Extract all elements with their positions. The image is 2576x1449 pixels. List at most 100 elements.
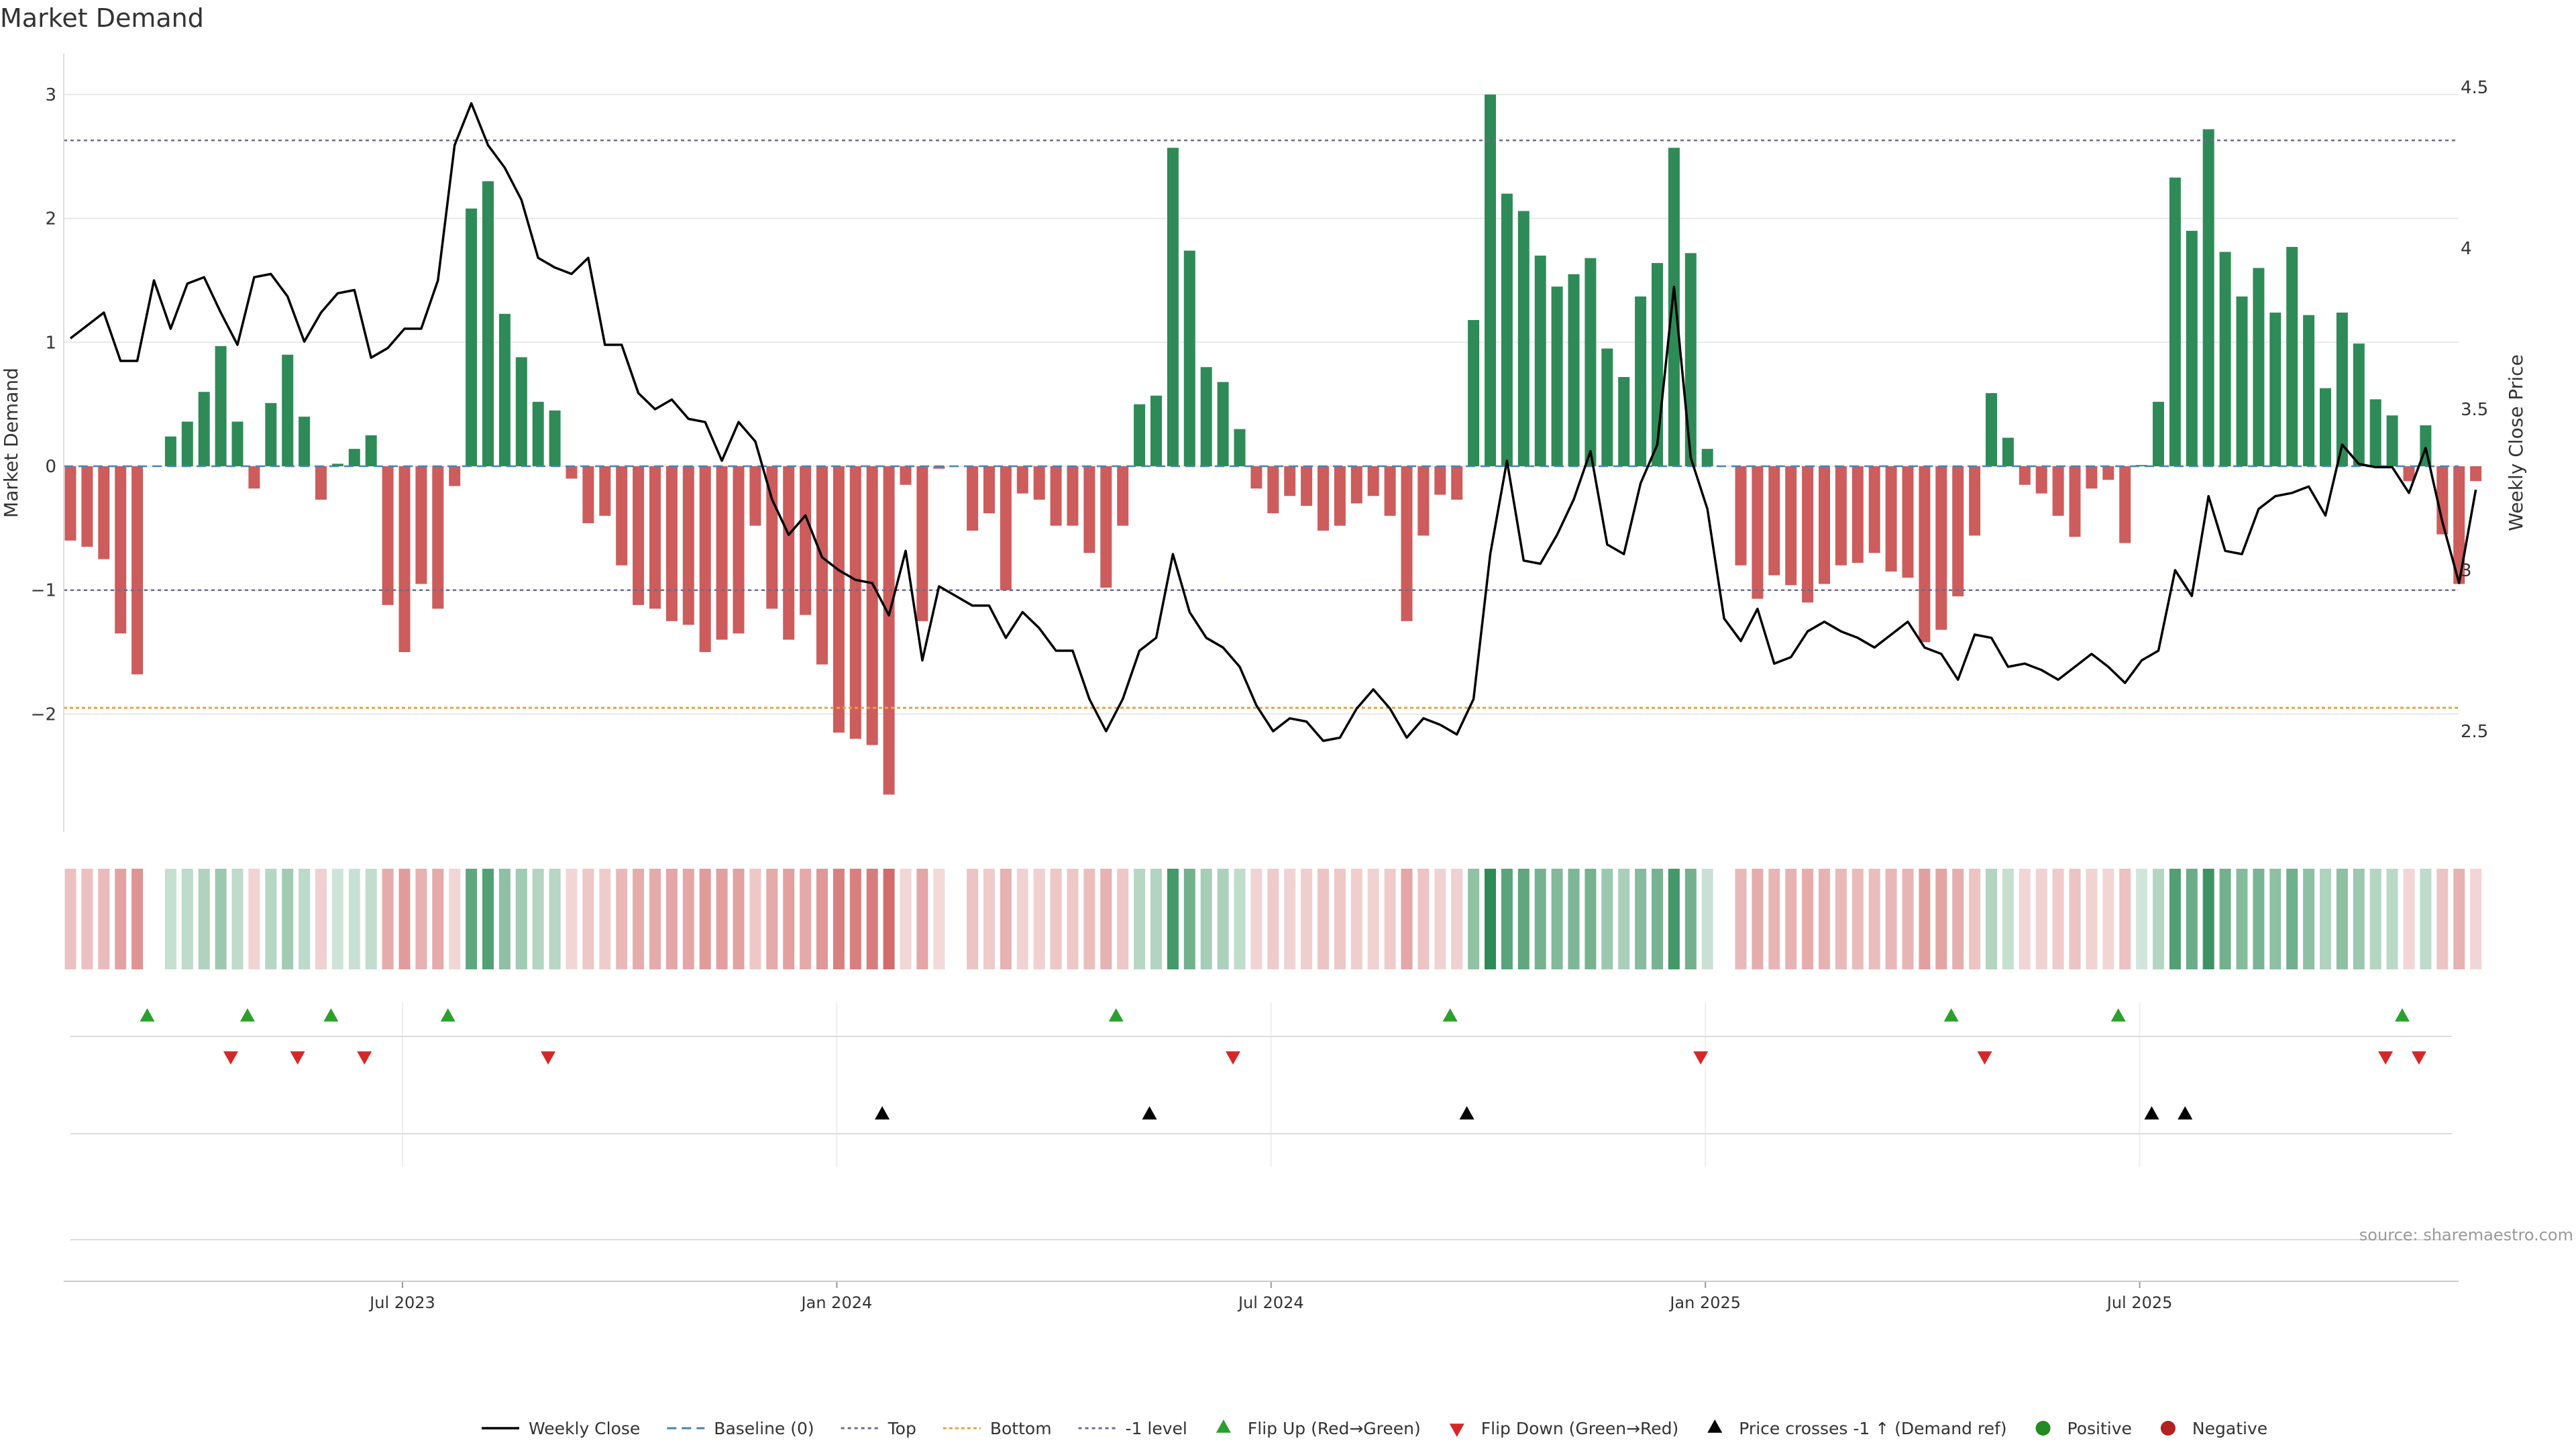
bar-positive xyxy=(164,436,176,466)
bar-negative xyxy=(1885,466,1897,572)
price-cross-marker xyxy=(1142,1106,1157,1120)
bar-negative xyxy=(449,466,461,486)
bar-negative xyxy=(1952,466,1964,596)
bar-positive xyxy=(466,208,478,466)
heat-cell xyxy=(816,869,828,969)
heat-cell xyxy=(64,869,76,969)
bar-positive xyxy=(181,421,193,466)
weekly-close-line xyxy=(69,102,2477,743)
heat-cell xyxy=(1150,869,1162,969)
heat-cell xyxy=(331,869,343,969)
price-cross-marker xyxy=(2144,1106,2159,1120)
bar-positive xyxy=(348,449,360,466)
bar-negative xyxy=(633,466,645,605)
bar-negative xyxy=(866,466,878,745)
y2-tick-label: 4 xyxy=(2461,239,2472,259)
bar-positive xyxy=(1568,274,1580,466)
bar-negative xyxy=(2470,466,2482,482)
heat-cell xyxy=(2386,869,2398,969)
bar-negative xyxy=(115,466,127,634)
heat-cell xyxy=(1134,869,1146,969)
bar-positive xyxy=(1684,253,1697,466)
bar-positive xyxy=(282,354,294,466)
heat-cell xyxy=(1401,869,1413,969)
bar-negative xyxy=(1935,466,1947,630)
bar-negative xyxy=(916,466,928,621)
heat-cell xyxy=(1969,869,1981,969)
heat-cell xyxy=(866,869,878,969)
price-cross-marker xyxy=(875,1106,890,1120)
bar-negative xyxy=(749,466,761,526)
bar-positive xyxy=(2186,231,2198,466)
bar-negative xyxy=(2119,466,2131,543)
heat-cell xyxy=(365,869,377,969)
flip-up-marker xyxy=(440,1008,455,1022)
legend-label: Baseline (0) xyxy=(714,1419,814,1438)
bar-negative xyxy=(616,466,628,566)
bar-negative xyxy=(1016,466,1028,494)
heat-cell xyxy=(1417,869,1430,969)
heat-cell xyxy=(2253,869,2265,969)
bar-negative xyxy=(81,466,93,547)
y-axis-label: Market Demand xyxy=(0,368,22,518)
heat-cell xyxy=(2119,869,2131,969)
bar-negative xyxy=(2453,466,2465,584)
legend-flip-down-swatch xyxy=(1449,1424,1464,1437)
heat-cell xyxy=(2002,869,2014,969)
legend-flip-up-swatch xyxy=(1216,1419,1231,1433)
x-tick-label: Jan 2025 xyxy=(1668,1293,1741,1312)
heat-cell xyxy=(2019,869,2031,969)
bar-negative xyxy=(1835,466,1847,566)
bar-negative xyxy=(800,466,812,615)
bar-negative xyxy=(649,466,661,609)
price-cross-marker xyxy=(2178,1106,2193,1120)
flip-up-marker xyxy=(2110,1008,2126,1022)
bar-positive xyxy=(215,345,227,466)
bar-positive xyxy=(1217,382,1229,466)
heat-cell xyxy=(933,869,945,969)
legend-label: Weekly Close xyxy=(529,1419,640,1438)
heat-cell xyxy=(1217,869,1229,969)
heat-cell xyxy=(231,869,244,969)
heat-cell xyxy=(1635,869,1647,969)
bar-negative xyxy=(716,466,728,640)
heat-cell xyxy=(2336,869,2348,969)
legend: Weekly Close Baseline (0) Top Bottom -1 leve… xyxy=(482,1419,2267,1438)
heat-cell xyxy=(2436,869,2449,969)
heat-cell xyxy=(2286,869,2298,969)
bar-positive xyxy=(365,435,377,466)
bar-negative xyxy=(2403,466,2415,482)
bar-negative xyxy=(432,466,444,609)
flip-down-marker xyxy=(2411,1051,2426,1065)
heat-cell xyxy=(1902,869,1914,969)
heat-cell xyxy=(1785,869,1797,969)
legend-label: -1 level xyxy=(1126,1419,1187,1438)
heat-cell xyxy=(1735,869,1747,969)
bar-negative xyxy=(2019,466,2031,485)
bar-negative xyxy=(1785,466,1797,586)
bar-negative xyxy=(1350,466,1362,504)
heat-cell xyxy=(749,869,761,969)
bar-negative xyxy=(766,466,778,609)
heat-cell xyxy=(1083,869,1095,969)
heat-cell xyxy=(849,869,861,969)
bar-negative xyxy=(2436,466,2449,535)
bar-negative xyxy=(1752,466,1764,599)
heat-cell xyxy=(1200,869,1212,969)
bar-negative xyxy=(2102,466,2114,480)
bar-negative xyxy=(967,466,979,531)
bar-negative xyxy=(1284,466,1296,496)
heat-cell xyxy=(983,869,995,969)
bar-positive xyxy=(2136,465,2148,466)
bar-negative xyxy=(699,466,711,653)
heat-cell xyxy=(665,869,678,969)
flip-up-marker xyxy=(2395,1008,2410,1022)
legend-label: Bottom xyxy=(990,1419,1052,1438)
heat-cell xyxy=(616,869,628,969)
bar-negative xyxy=(415,466,427,584)
y-tick-label: −1 xyxy=(31,581,56,601)
bar-positive xyxy=(1234,429,1246,466)
bar-negative xyxy=(398,466,411,653)
bar-positive xyxy=(2202,129,2214,466)
bar-positive xyxy=(2320,388,2331,466)
